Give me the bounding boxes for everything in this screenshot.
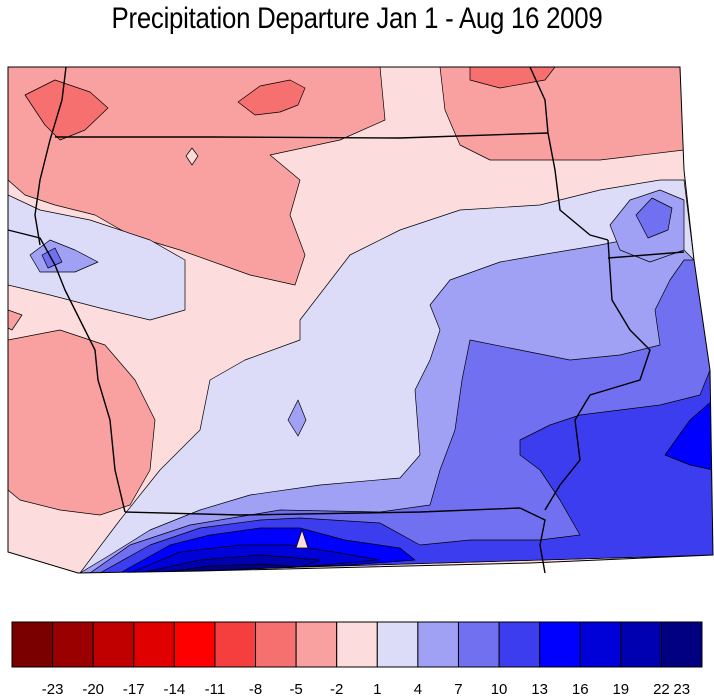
- legend-tick-label: 7: [454, 681, 462, 698]
- state-boundary-south: [124, 507, 521, 516]
- contour-band-pos1-spot: [295, 529, 309, 549]
- legend-tick-label: 23: [673, 681, 690, 698]
- precipitation-map: [7, 66, 714, 574]
- legend-tick-label: 22: [653, 681, 670, 698]
- contour-band-neg2-west: [8, 329, 156, 516]
- legend-bin: [52, 621, 94, 668]
- legend-bin: [498, 621, 541, 668]
- contour-band-neg5-ne: [469, 67, 556, 89]
- legend-tick-label: -23: [42, 681, 64, 698]
- legend-bin: [133, 621, 175, 668]
- legend-bin: [214, 621, 257, 668]
- legend-tick-label: -14: [164, 681, 186, 698]
- legend-tick-label: 13: [531, 681, 548, 698]
- state-boundary-west: [7, 229, 126, 513]
- contour-band-neg5-north: [237, 79, 306, 116]
- contour-band-pos10-west-spot: [41, 247, 63, 269]
- map-title: Precipitation Departure Jan 1 - Aug 16 2…: [111, 2, 603, 35]
- contour-band-pos16-southeast: [664, 399, 713, 471]
- legend-bin: [336, 621, 378, 668]
- legend-bin: [255, 621, 297, 668]
- contour-band-neg2-west-edge: [8, 309, 23, 331]
- legend-tick-label: 16: [572, 681, 589, 698]
- legend-tick-label: -8: [249, 681, 262, 698]
- legend-bin: [579, 621, 622, 668]
- legend-tick-label: 4: [414, 681, 422, 698]
- legend-tick-label: -11: [205, 681, 226, 698]
- legend-tick-label: -2: [330, 681, 343, 698]
- legend-bin: [11, 621, 54, 668]
- legend-tick-label: 1: [373, 681, 381, 698]
- legend-tick-label: 10: [491, 681, 508, 698]
- contour-band-neg2-north: [8, 67, 386, 286]
- contour-band-pos1-spot-north: [185, 147, 199, 166]
- legend-bin: [457, 621, 500, 668]
- color-legend: -23 -20 -17 -14 -11 -8 -5 -2 1 4 7 10 13 16 19 22 23: [11, 621, 703, 698]
- legend-bin: [417, 621, 459, 668]
- legend-tick-label: -5: [289, 681, 302, 698]
- contour-band-pos10-ne-spot: [635, 197, 673, 239]
- contour-band-pos13-southeast: [99, 369, 713, 573]
- state-boundary-ne-horizontal: [607, 251, 685, 259]
- map-frame: [7, 66, 714, 574]
- legend-tick-label: -20: [82, 681, 104, 698]
- contour-band-pos4-west: [8, 194, 186, 321]
- state-boundary-ne-vertical: [529, 66, 609, 241]
- legend-bin: [376, 621, 419, 668]
- legend-bin: [295, 621, 338, 668]
- legend-tick-label: -17: [123, 681, 145, 698]
- legend-bin: [92, 621, 135, 668]
- state-boundary-northwest: [34, 66, 67, 246]
- state-boundary-north: [55, 132, 549, 139]
- state-boundary-southeast: [519, 507, 546, 574]
- legend-bin: [620, 621, 662, 668]
- state-boundary-east: [544, 239, 651, 511]
- legend-bin: [173, 621, 216, 668]
- contour-band-pos7-spot: [287, 399, 307, 437]
- legend-bin: [539, 621, 581, 668]
- legend-tick-label: 19: [612, 681, 629, 698]
- contour-band-neg5-nw: [24, 79, 109, 141]
- legend-bin: [660, 621, 703, 668]
